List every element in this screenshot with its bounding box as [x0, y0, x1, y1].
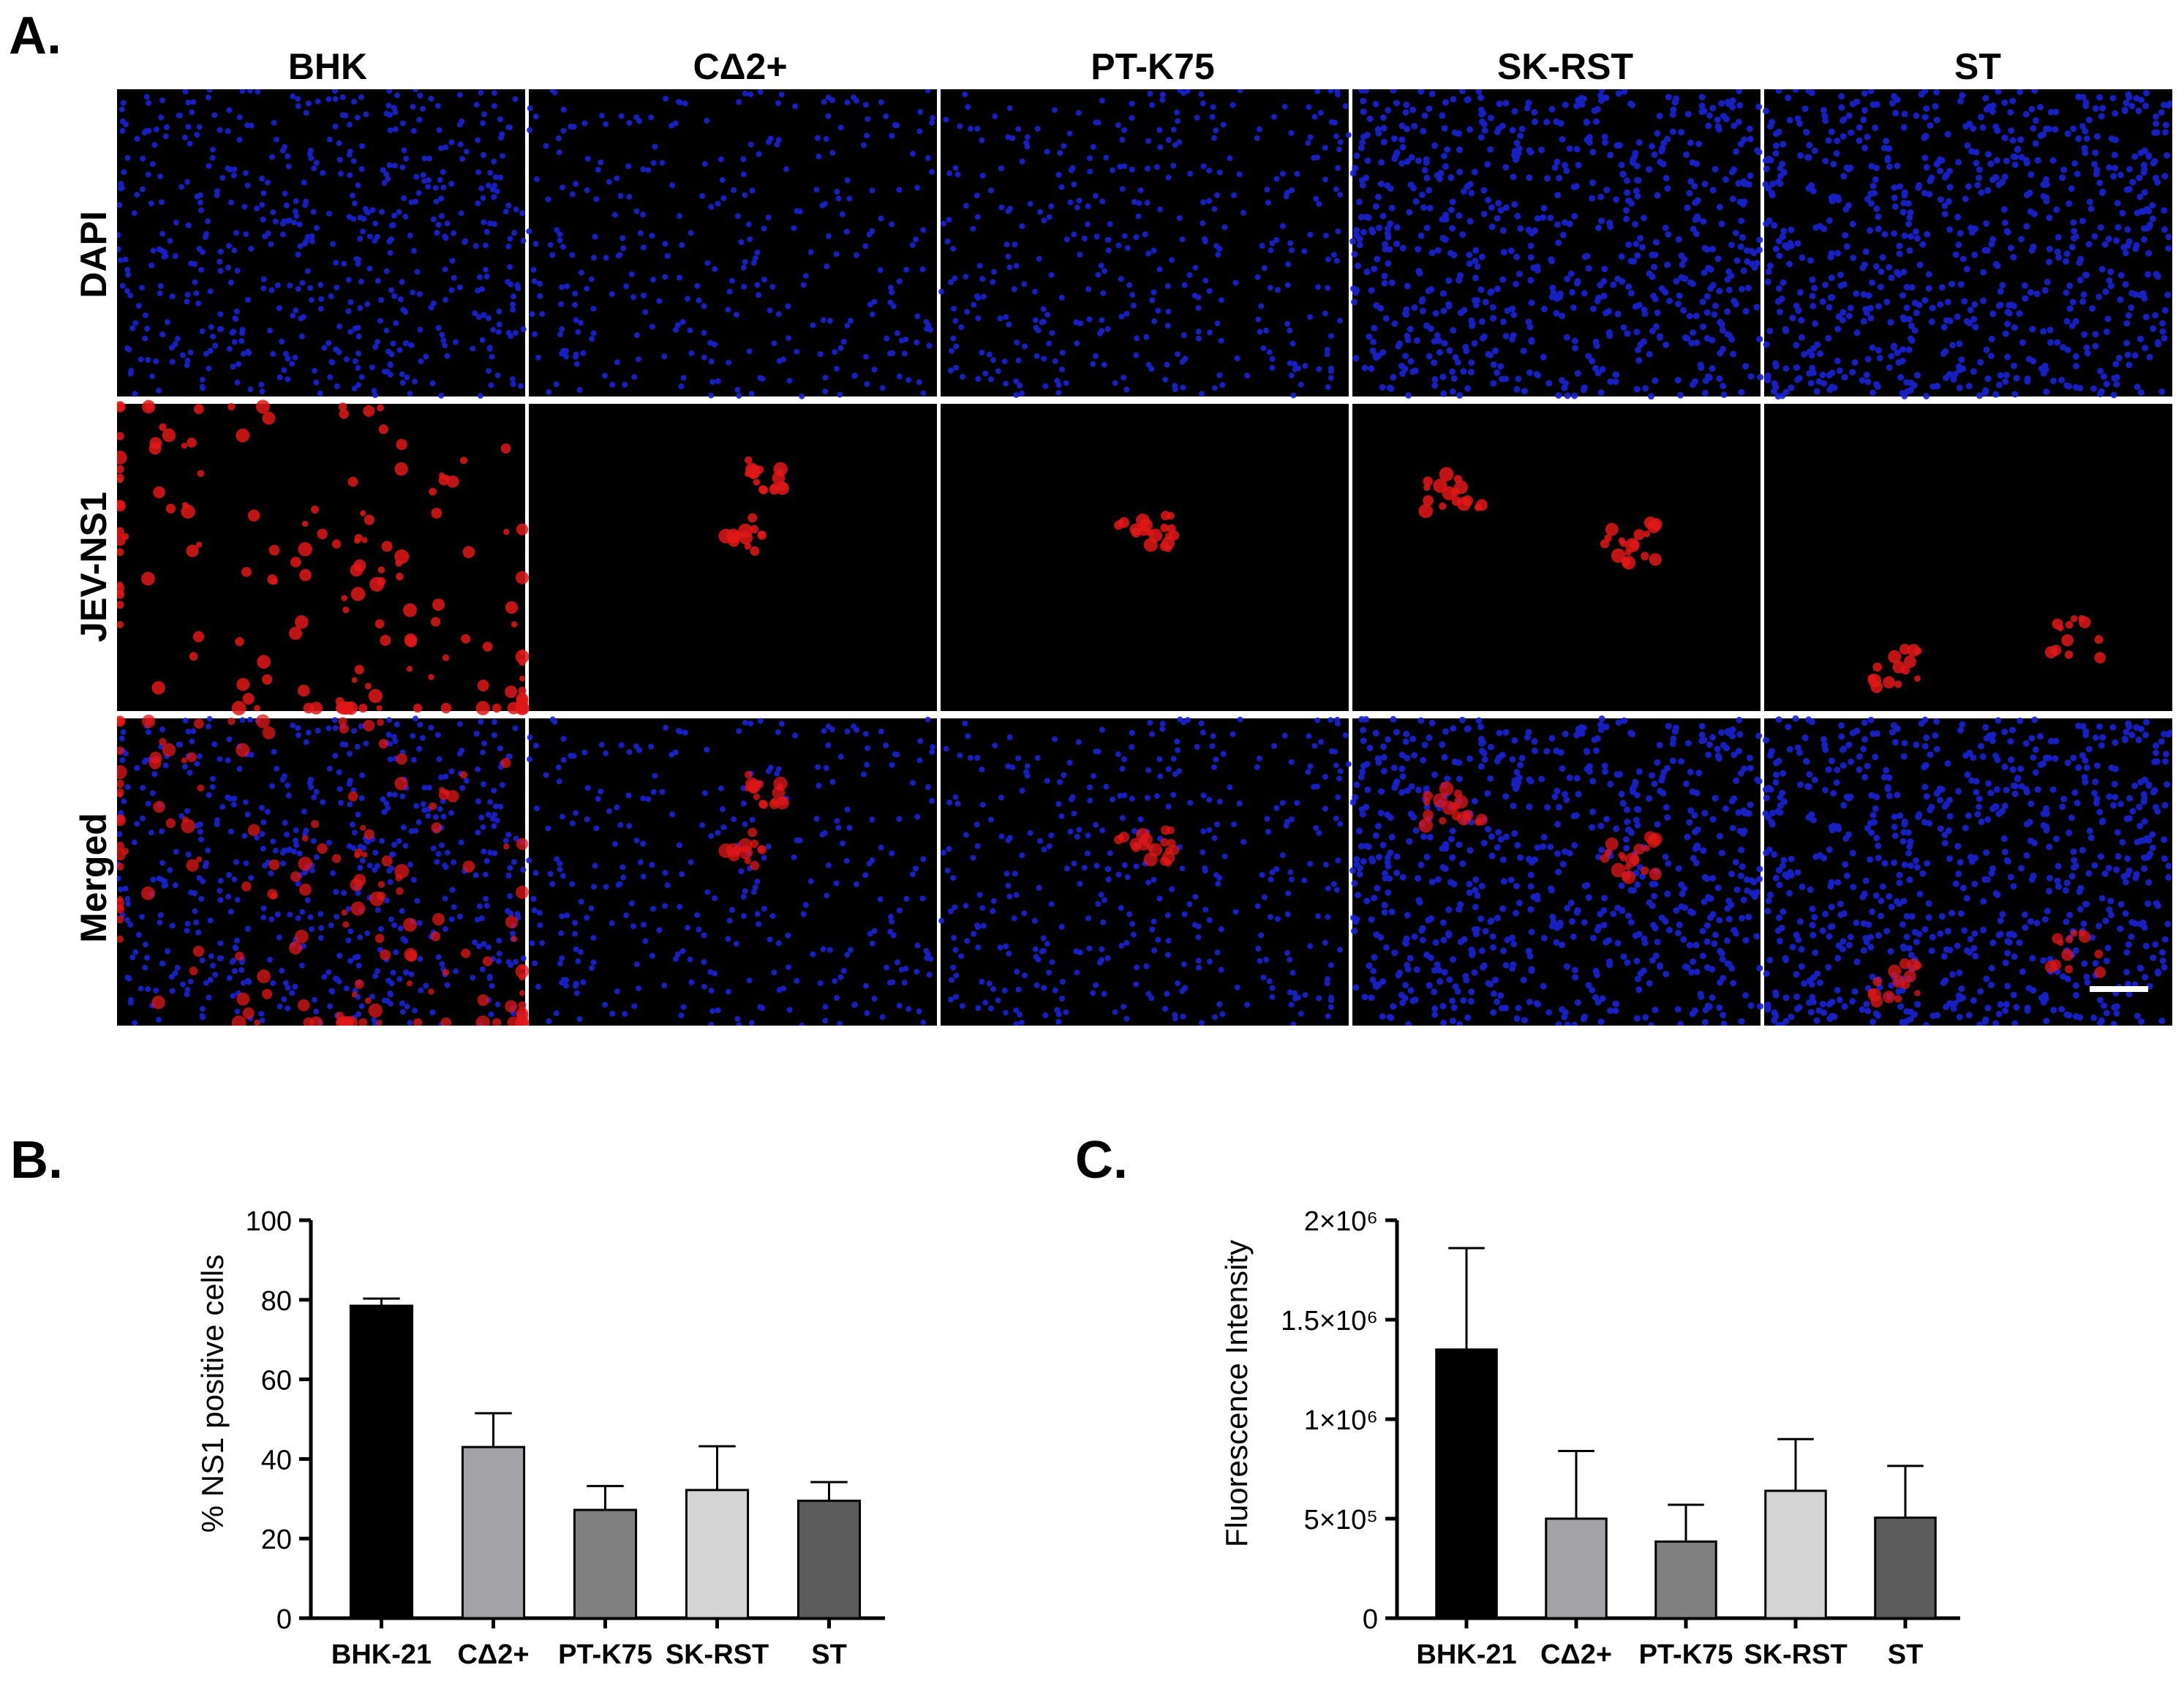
chart-ns1-positive-cells: % NS1 positive cells 0 20 40 60 80 100 BHK-21 C…: [195, 1206, 885, 1670]
bar-SK-RST: [685, 1489, 750, 1620]
bar-ST: [797, 1500, 862, 1620]
micrograph-dapi-3: [1349, 89, 1764, 400]
bar-CΔ2+: [1545, 1517, 1608, 1620]
y-tick-label: 100: [246, 1206, 292, 1237]
y-tick-label: 1×10⁶: [1304, 1405, 1378, 1436]
y-tick-label: 80: [261, 1286, 292, 1317]
scale-bar: [2090, 986, 2148, 992]
x-tick-label: ST: [1888, 1639, 1924, 1670]
panel-a-letter: A.: [9, 7, 61, 65]
panel-b-letter: B.: [10, 1131, 63, 1189]
x-tick-label: SK-RST: [1744, 1639, 1847, 1670]
bar-BHK-21: [1435, 1348, 1498, 1620]
x-tick-label: ST: [811, 1639, 847, 1670]
x-tick-label: PT-K75: [1639, 1639, 1733, 1670]
bar-SK-RST: [1764, 1489, 1827, 1620]
bar-PT-K75: [1654, 1540, 1717, 1620]
micrograph-jev-ns1-4: [1764, 404, 2172, 711]
micrograph-grid: [117, 89, 2172, 1026]
column-label-skrst: SK-RST: [1496, 46, 1634, 87]
column-label-st: ST: [1954, 46, 2001, 87]
micrograph-dapi-2: [938, 89, 1352, 399]
micrograph-jev-ns1-1: [529, 404, 937, 711]
bar-ST: [1874, 1516, 1937, 1620]
x-tick-label: CΔ2+: [457, 1639, 529, 1670]
micrograph-dapi-1: [526, 89, 937, 399]
y-tick-label: 0: [1363, 1604, 1378, 1635]
micrograph-jev-ns1-2: [941, 404, 1349, 711]
micrograph-merged-1: [526, 716, 937, 1026]
micrograph-dapi-4: [1762, 89, 2172, 400]
row-label-merged: Merged: [73, 813, 114, 943]
column-label-cdelta2: CΔ2+: [693, 46, 788, 87]
micrograph-jev-ns1-3: [1352, 404, 1761, 711]
chart-b-ylabel: % NS1 positive cells: [195, 1255, 230, 1533]
row-label-jev-ns1: JEV-NS1: [73, 492, 114, 642]
x-tick-label: BHK-21: [1416, 1639, 1516, 1670]
bar-CΔ2+: [461, 1446, 526, 1620]
y-tick-label: 5×10⁵: [1304, 1505, 1378, 1535]
micrograph-merged-0: [117, 714, 530, 1026]
y-tick-label: 60: [261, 1366, 292, 1397]
micrograph-dapi-0: [117, 89, 527, 399]
x-tick-label: CΔ2+: [1540, 1639, 1612, 1670]
y-tick-label: 2×10⁶: [1304, 1206, 1378, 1237]
y-tick-label: 0: [276, 1604, 292, 1635]
panel-c-letter: C.: [1075, 1131, 1128, 1189]
column-label-bhk: BHK: [287, 46, 368, 87]
micrograph-merged-4: [1762, 715, 2172, 1026]
micrograph-merged-3: [1349, 715, 1764, 1026]
x-tick-label: BHK-21: [331, 1639, 432, 1670]
row-label-dapi: DAPI: [73, 211, 114, 298]
y-tick-label: 20: [261, 1525, 292, 1555]
y-tick-label: 40: [261, 1445, 292, 1476]
x-tick-label: PT-K75: [558, 1639, 652, 1670]
micrograph-merged-2: [938, 716, 1352, 1026]
micrograph-jev-ns1-0: [117, 399, 530, 715]
x-tick-label: SK-RST: [666, 1639, 769, 1670]
chart-fluorescence-intensity: Fluorescence Intensity 0 5×10⁵ 1×10⁶ 1.5×10…: [1219, 1206, 1960, 1670]
column-label-ptk75: PT-K75: [1091, 46, 1215, 87]
bar-BHK-21: [349, 1304, 414, 1620]
y-tick-label: 1.5×10⁶: [1281, 1306, 1378, 1337]
chart-c-ylabel: Fluorescence Intensity: [1219, 1240, 1254, 1547]
bar-PT-K75: [573, 1508, 638, 1620]
